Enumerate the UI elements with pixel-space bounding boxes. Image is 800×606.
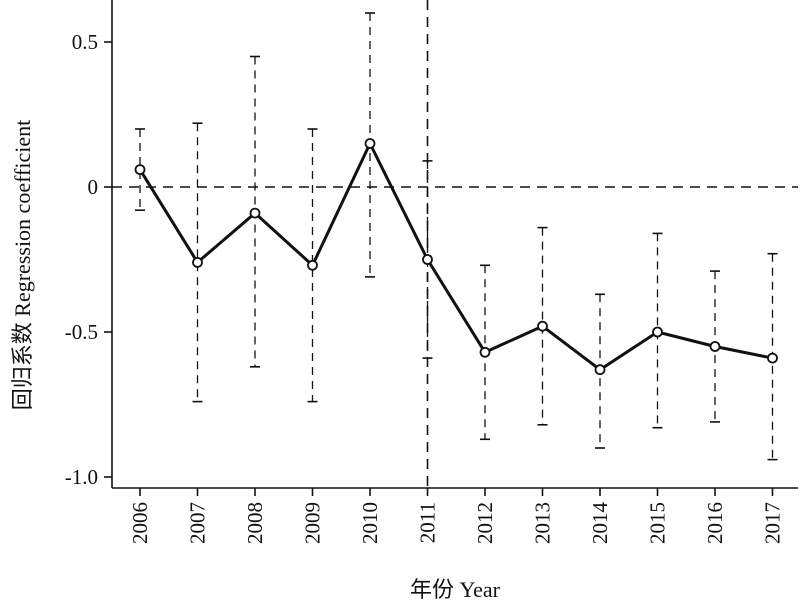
axes: [104, 0, 798, 496]
coefficient-line: [138, 142, 773, 372]
data-point: [767, 352, 778, 364]
data-point: [479, 346, 491, 358]
data-point: [594, 364, 606, 376]
x-tick-label: 2016: [703, 502, 727, 544]
data-point: [134, 164, 146, 176]
data-point: [192, 256, 203, 268]
y-axis-title: 回归系数 Regression coefficient: [10, 120, 35, 410]
x-tick-label: 2013: [531, 502, 555, 544]
data-point: [537, 320, 548, 332]
series-line: [138, 142, 773, 372]
y-tick-label: 0: [88, 175, 99, 199]
y-tick-label: 0.5: [72, 30, 98, 54]
x-tick-label: 2010: [358, 502, 382, 544]
data-point: [249, 207, 261, 219]
reference-lines: [112, 0, 798, 488]
x-tick-label: 2012: [473, 502, 497, 544]
x-axis-title: 年份 Year: [410, 577, 501, 602]
y-tick-label: -1.0: [65, 465, 98, 489]
data-points: [134, 138, 778, 376]
x-tick-label: 2015: [646, 502, 670, 544]
x-tick-label: 2014: [588, 502, 612, 545]
data-point: [709, 341, 721, 352]
data-point: [364, 138, 376, 149]
x-tick-label: 2011: [416, 502, 440, 543]
data-point: [652, 326, 663, 338]
x-tick-label: 2007: [186, 502, 210, 544]
x-tick-label: 2006: [128, 502, 152, 544]
x-tick-label: 2009: [301, 502, 325, 544]
error-bars: [135, 12, 778, 461]
data-point: [422, 254, 433, 265]
x-tick-label: 2008: [243, 502, 267, 544]
data-point: [307, 259, 318, 271]
tick-labels: 0.5 0 -0.5 -1.0 2006 2007 2008 2009 2010 2011 2012…: [65, 30, 785, 544]
x-tick-label: 2017: [761, 502, 785, 544]
y-tick-label: -0.5: [65, 320, 98, 344]
